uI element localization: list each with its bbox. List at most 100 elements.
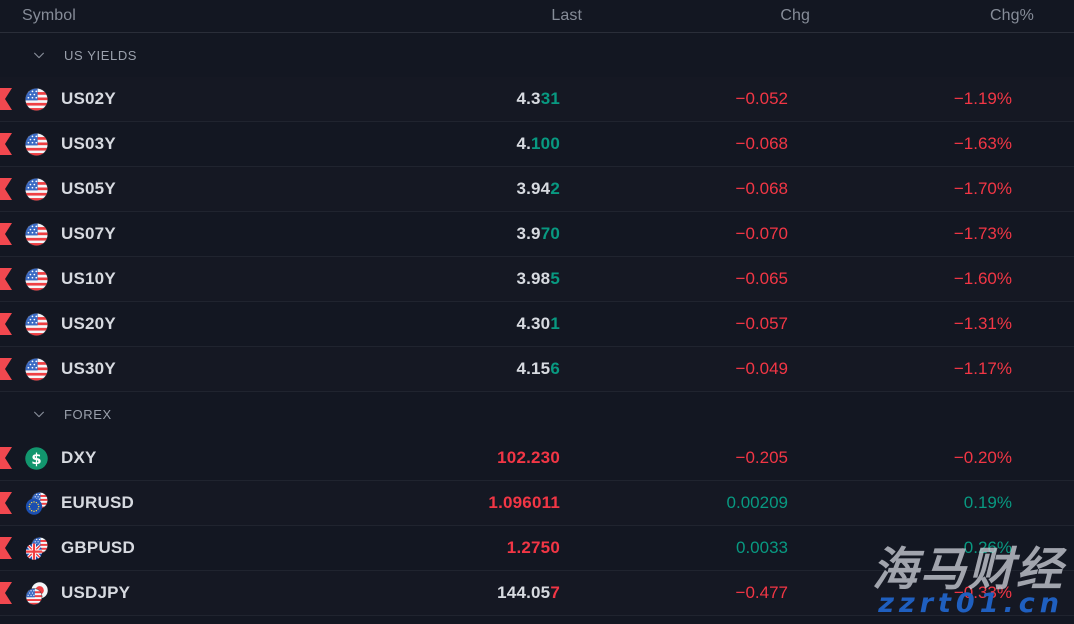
watchlist-row[interactable]: USDJPY 144.057 −0.477 −0.33% — [0, 571, 1074, 616]
change-cell: −0.205 — [735, 448, 788, 467]
symbol-cell[interactable]: US05Y — [0, 177, 330, 202]
change-cell: −0.068 — [735, 179, 788, 198]
symbol-cell[interactable]: US20Y — [0, 312, 330, 337]
symbol-name: DXY — [61, 448, 97, 467]
last-price-tail: 2 — [550, 179, 560, 198]
svg-text:$: $ — [31, 449, 41, 467]
symbol-cell[interactable]: US30Y — [0, 357, 330, 382]
change-percent-cell: −1.70% — [953, 179, 1012, 198]
red-flag-marker-icon[interactable] — [0, 86, 16, 112]
column-header-chg-percent[interactable]: Chg% — [990, 7, 1034, 24]
last-price-head: 144.05 — [497, 583, 551, 602]
last-price-head: 4.3 — [516, 89, 541, 108]
change-percent-cell: −1.31% — [953, 314, 1012, 333]
symbol-name: USDJPY — [61, 583, 131, 602]
dollar-coin-icon: $ — [24, 446, 49, 471]
watchlist-row[interactable]: GBPUSD 1.2750 0.0033 0.26% — [0, 526, 1074, 571]
watchlist-row[interactable]: US05Y 3.942 −0.068 −1.70% — [0, 167, 1074, 212]
group-header-forex[interactable]: FOREX — [0, 392, 1074, 436]
last-price-tail: 7 — [550, 583, 560, 602]
symbol-name: US02Y — [61, 89, 116, 108]
column-header-symbol[interactable]: Symbol — [22, 7, 76, 24]
watchlist-row[interactable]: US07Y 3.970 −0.070 −1.73% — [0, 212, 1074, 257]
chevron-down-icon[interactable] — [32, 407, 46, 421]
symbol-cell[interactable]: GBPUSD — [0, 536, 330, 561]
change-cell: −0.070 — [735, 224, 788, 243]
red-flag-marker-icon[interactable] — [0, 490, 16, 516]
last-price-cell: 1.096011 — [330, 493, 560, 513]
column-header-chg[interactable]: Chg — [780, 7, 810, 24]
last-price-head: 4. — [516, 134, 532, 153]
symbol-name: US05Y — [61, 179, 116, 198]
change-cell: −0.068 — [735, 134, 788, 153]
last-price-head: 3.9 — [516, 224, 541, 243]
red-flag-marker-icon[interactable] — [0, 131, 16, 157]
flag-us-icon — [24, 132, 49, 157]
flag-us-jp-icon — [24, 581, 49, 606]
watchlist-row[interactable]: US10Y 3.985 −0.065 −1.60% — [0, 257, 1074, 302]
red-flag-marker-icon[interactable] — [0, 311, 16, 337]
red-flag-marker-icon[interactable] — [0, 266, 16, 292]
symbol-cell[interactable]: EURUSD — [0, 491, 330, 516]
last-price-tail: 31 — [540, 89, 560, 108]
change-cell: −0.052 — [735, 89, 788, 108]
watchlist-row[interactable]: EURUSD 1.096011 0.00209 0.19% — [0, 481, 1074, 526]
symbol-name: EURUSD — [61, 493, 134, 512]
change-percent-cell: 0.26% — [963, 538, 1012, 557]
red-flag-marker-icon[interactable] — [0, 356, 16, 382]
symbol-cell[interactable]: US03Y — [0, 132, 330, 157]
symbol-name: US10Y — [61, 269, 116, 288]
last-price-head: 4.15 — [516, 359, 551, 378]
watchlist-column-header: Symbol Last Chg Chg% — [0, 0, 1074, 33]
group-header-us-yields[interactable]: US YIELDS — [0, 33, 1074, 77]
change-percent-cell: 0.19% — [963, 493, 1012, 512]
symbol-cell[interactable]: US07Y — [0, 222, 330, 247]
last-price-head: 3.94 — [516, 179, 551, 198]
change-percent-cell: −0.33% — [953, 583, 1012, 602]
last-price-head: 1.09601 — [488, 493, 551, 512]
flag-us-icon — [24, 267, 49, 292]
symbol-cell[interactable]: USDJPY — [0, 581, 330, 606]
last-price-cell: 102.230 — [330, 448, 560, 468]
symbol-cell[interactable]: $ DXY — [0, 446, 330, 471]
last-price-head: 4.30 — [516, 314, 551, 333]
last-price-tail: 70 — [540, 224, 560, 243]
red-flag-marker-icon[interactable] — [0, 176, 16, 202]
flag-gb-us-icon — [24, 536, 49, 561]
chevron-down-icon[interactable] — [32, 48, 46, 62]
change-percent-cell: −1.60% — [953, 269, 1012, 288]
watchlist-row[interactable]: US02Y 4.331 −0.052 −1.19% — [0, 77, 1074, 122]
red-flag-marker-icon[interactable] — [0, 535, 16, 561]
flag-us-icon — [24, 177, 49, 202]
last-price-cell: 4.156 — [330, 359, 560, 379]
change-cell: −0.065 — [735, 269, 788, 288]
symbol-name: US07Y — [61, 224, 116, 243]
last-price-head: 1.2750 — [506, 538, 560, 557]
watchlist-row[interactable]: US03Y 4.100 −0.068 −1.63% — [0, 122, 1074, 167]
change-cell: −0.057 — [735, 314, 788, 333]
group-title: FOREX — [64, 406, 112, 422]
watchlist-row[interactable]: US20Y 4.301 −0.057 −1.31% — [0, 302, 1074, 347]
change-percent-cell: −1.73% — [953, 224, 1012, 243]
last-price-tail: 1 — [550, 314, 560, 333]
watchlist-row[interactable]: $ DXY 102.230 −0.205 −0.20% — [0, 436, 1074, 481]
group-title: US YIELDS — [64, 47, 138, 63]
flag-us-icon — [24, 357, 49, 382]
last-price-cell: 4.331 — [330, 89, 560, 109]
red-flag-marker-icon[interactable] — [0, 221, 16, 247]
symbol-cell[interactable]: US10Y — [0, 267, 330, 292]
symbol-cell[interactable]: US02Y — [0, 87, 330, 112]
column-header-last[interactable]: Last — [551, 7, 582, 24]
change-cell: 0.00209 — [726, 493, 788, 512]
last-price-head: 102.230 — [497, 448, 560, 467]
watchlist-row[interactable]: US30Y 4.156 −0.049 −1.17% — [0, 347, 1074, 392]
last-price-cell: 144.057 — [330, 583, 560, 603]
last-price-cell: 3.970 — [330, 224, 560, 244]
last-price-tail: 5 — [550, 269, 560, 288]
symbol-name: US03Y — [61, 134, 116, 153]
flag-us-icon — [24, 222, 49, 247]
last-price-cell: 4.100 — [330, 134, 560, 154]
red-flag-marker-icon[interactable] — [0, 580, 16, 606]
red-flag-marker-icon[interactable] — [0, 445, 16, 471]
